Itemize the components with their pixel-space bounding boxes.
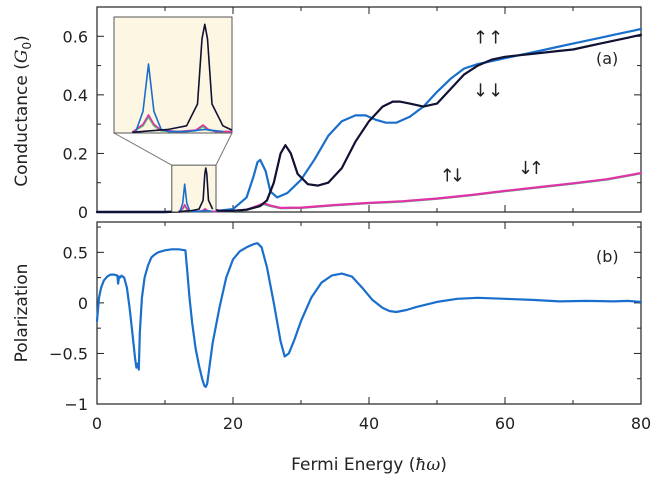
panel-a-y-tick-label: 0.4 xyxy=(63,86,88,105)
spin-annotation: ↑↑ xyxy=(473,28,503,49)
panel-a: 00.20.40.6 ↑↑↓↓↑↓ ↓↑ (a) Conductance (G0) xyxy=(12,6,643,222)
panel-a-y-tick-label: 0.6 xyxy=(63,27,88,46)
panel-a-y-tick-label: 0 xyxy=(78,203,88,222)
inset-series-line xyxy=(132,23,233,134)
panel-b-tag: (b) xyxy=(596,247,619,266)
inset xyxy=(113,16,233,134)
x-tick-label: 40 xyxy=(359,414,379,433)
spin-annotation: ↓ xyxy=(518,158,533,179)
spin-annotation: ↓↓ xyxy=(473,80,503,101)
inset-zoom-lines xyxy=(113,132,233,213)
panel-a-y-tick-label: 0.2 xyxy=(63,144,88,163)
panel-b-y-ticks: −1 −0.5 0 0.5 xyxy=(49,226,641,414)
x-tick-label: 0 xyxy=(92,414,102,433)
panel-b-y-tick-label: −1 xyxy=(64,395,88,414)
panel-b-series xyxy=(95,242,643,388)
panel-b-y-tick-label: 0 xyxy=(78,294,88,313)
panel-b: −1 −0.5 0 0.5 0 20 40 60 80 (b) Polarization Fe… xyxy=(12,221,651,475)
zoom-region xyxy=(171,164,217,213)
zoom-connector-left xyxy=(113,132,173,166)
panel-b-x-ticks: 0 20 40 60 80 xyxy=(92,222,651,433)
spin-annotation: ↑ xyxy=(529,158,544,179)
x-tick-label: 80 xyxy=(631,414,651,433)
zoom-connector-right xyxy=(215,132,233,166)
panel-b-y-tick-label: 0.5 xyxy=(63,243,88,262)
panel-b-y-axis-label: Polarization xyxy=(12,264,32,363)
inset-frame xyxy=(113,16,233,134)
panel-b-series-line xyxy=(95,242,643,388)
panel-a-y-axis-label: Conductance (G0) xyxy=(12,35,34,187)
zoom-series-line xyxy=(178,167,214,213)
spin-annotation: ↓ xyxy=(450,165,465,186)
x-tick-label: 20 xyxy=(223,414,243,433)
x-axis-label: Fermi Energy (ħω) xyxy=(291,455,447,475)
spin-annotation: ↑ xyxy=(440,165,455,186)
panel-b-y-tick-label: −0.5 xyxy=(49,344,88,363)
panel-a-tag: (a) xyxy=(596,49,618,68)
x-tick-label: 60 xyxy=(495,414,515,433)
spin-annotations: ↑↑↓↓↑↓ ↓↑ xyxy=(440,28,544,187)
zoom-region-series xyxy=(178,167,216,213)
